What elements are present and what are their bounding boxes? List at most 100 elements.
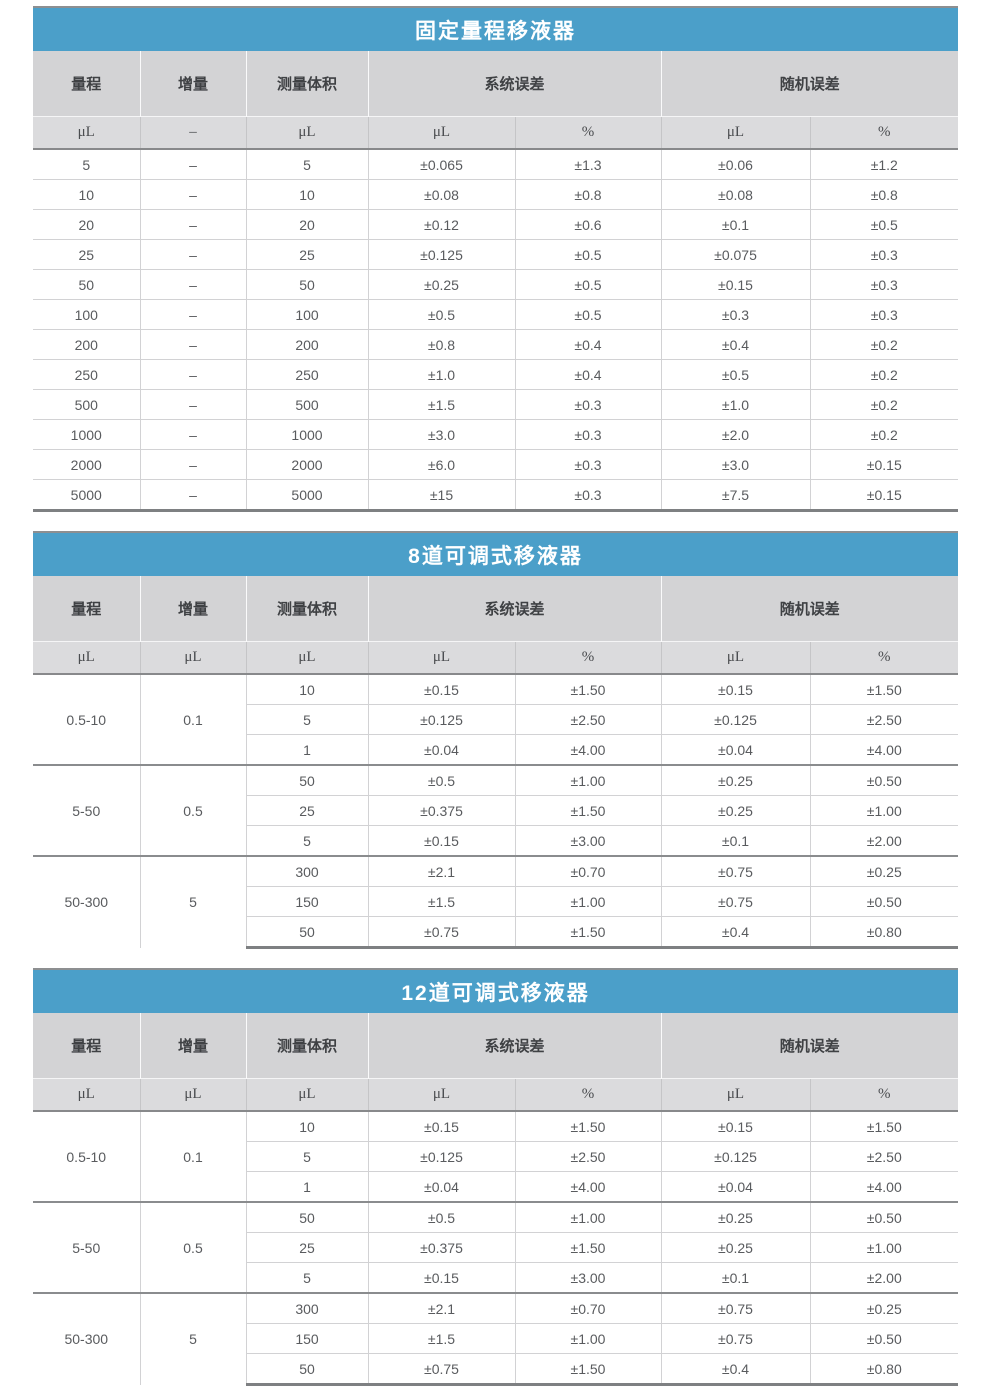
cell: ±0.125 xyxy=(367,1141,515,1172)
table-title-bar: 固定量程移液器 xyxy=(33,6,959,51)
cell: ±0.25 xyxy=(660,1232,810,1263)
cell: ±0.25 xyxy=(809,1292,959,1324)
cell: ±0.5 xyxy=(514,239,661,270)
cell: ±1.0 xyxy=(367,359,515,390)
cell: ±4.00 xyxy=(514,1171,661,1202)
cell: ±0.15 xyxy=(367,1262,515,1293)
cell: ±0.80 xyxy=(809,916,959,949)
cell: ±6.0 xyxy=(367,449,515,480)
cell: 200 xyxy=(245,329,368,360)
cell: ±1.00 xyxy=(809,795,959,826)
cell: ±0.50 xyxy=(809,1323,959,1354)
cell: ±0.70 xyxy=(514,855,661,887)
table-row: 10–10 ±0.08 ±0.8 ±0.08 ±0.8 xyxy=(33,179,959,210)
cell: ±0.4 xyxy=(660,1353,810,1386)
unit-label: μL xyxy=(660,116,810,150)
range-cell: 0.5-10 xyxy=(33,1110,140,1202)
cell: 25 xyxy=(245,1232,368,1263)
cell: ±1.00 xyxy=(514,1323,661,1354)
cell: ±7.5 xyxy=(660,479,810,512)
cell: ±0.3 xyxy=(514,389,661,420)
cell: 20 xyxy=(33,209,140,240)
cell: ±0.75 xyxy=(660,855,810,887)
cell: 500 xyxy=(33,389,140,420)
unit-label: μL xyxy=(660,641,810,675)
cell: 100 xyxy=(245,299,368,330)
unit-label: μL xyxy=(367,641,515,675)
table-row: 5000–5000 ±15 ±0.3 ±7.5 ±0.15 xyxy=(33,479,959,512)
cell: ±0.1 xyxy=(660,1262,810,1293)
cell: 50 xyxy=(245,1201,368,1233)
cell: ±1.50 xyxy=(514,1353,661,1386)
cell: ±3.00 xyxy=(514,825,661,856)
table-row: 0.5-10 0.1 10 ±0.15 ±1.50 ±0.15 ±1.50 xyxy=(33,1110,959,1202)
unit-label: μL xyxy=(245,116,368,150)
column-header-systematic-error: 系统误差 xyxy=(367,576,661,642)
cell: ±0.04 xyxy=(367,1171,515,1202)
table-header-row: 量程 增量 测量体积 系统误差 随机误差 xyxy=(33,576,959,642)
cell: 200 xyxy=(33,329,140,360)
units-row: μL μL μL μL % μL % xyxy=(33,1078,959,1112)
cell: ±0.2 xyxy=(809,329,959,360)
table-row: 5 ±0.125 ±2.50 ±0.125 ±2.50 xyxy=(33,704,959,735)
cell: 1000 xyxy=(245,419,368,450)
cell: 10 xyxy=(33,179,140,210)
table-row: 25 ±0.375 ±1.50 ±0.25 ±1.00 xyxy=(33,795,959,826)
cell: ±0.75 xyxy=(660,886,810,917)
unit-label: % xyxy=(809,116,959,150)
table-row: 2000–2000 ±6.0 ±0.3 ±3.0 ±0.15 xyxy=(33,449,959,480)
eight-channel-pipette-table: 8道可调式移液器 量程 增量 测量体积 系统误差 随机误差 μL μL μL μ… xyxy=(33,531,959,949)
table-row: 5 ±0.15 ±3.00 ±0.1 ±2.00 xyxy=(33,1262,959,1293)
cell: 50 xyxy=(245,764,368,796)
cell: ±0.4 xyxy=(660,916,810,949)
cell: ±0.70 xyxy=(514,1292,661,1324)
cell: ±0.75 xyxy=(660,1323,810,1354)
cell: ±0.125 xyxy=(660,704,810,735)
cell: ±3.0 xyxy=(367,419,515,450)
cell: ±0.4 xyxy=(514,329,661,360)
cell: ±1.5 xyxy=(367,1323,515,1354)
increment-cell: 5 xyxy=(139,855,246,948)
cell: ±0.125 xyxy=(660,1141,810,1172)
cell: ±1.50 xyxy=(809,673,959,705)
table-row: 200–200 ±0.8 ±0.4 ±0.4 ±0.2 xyxy=(33,329,959,360)
unit-label: % xyxy=(809,641,959,675)
unit-label: μL xyxy=(33,1078,140,1112)
cell: 10 xyxy=(245,179,368,210)
cell: ±0.6 xyxy=(514,209,661,240)
cell: – xyxy=(139,179,246,210)
table-row: 5-50 0.5 50 ±0.5 ±1.00 ±0.25 ±0.50 xyxy=(33,764,959,856)
cell: ±3.0 xyxy=(660,449,810,480)
table-title: 12道可调式移液器 xyxy=(33,968,959,1013)
cell: ±0.15 xyxy=(660,1110,810,1142)
cell: 250 xyxy=(33,359,140,390)
cell: ±0.08 xyxy=(367,179,515,210)
cell: ±0.04 xyxy=(660,734,810,765)
column-header-increment: 增量 xyxy=(139,576,246,642)
table-row: 50 ±0.75 ±1.50 ±0.4 ±0.80 xyxy=(33,916,959,949)
range-cell: 5-50 xyxy=(33,1201,140,1293)
table-row: 5-50 0.5 50 ±0.5 ±1.00 ±0.25 ±0.50 xyxy=(33,1201,959,1293)
cell: 50 xyxy=(245,916,368,949)
cell: ±0.3 xyxy=(514,479,661,512)
cell: ±0.04 xyxy=(660,1171,810,1202)
cell: ±0.04 xyxy=(367,734,515,765)
cell: ±1.50 xyxy=(514,673,661,705)
cell: ±0.4 xyxy=(514,359,661,390)
cell: ±0.1 xyxy=(660,825,810,856)
cell: ±0.50 xyxy=(809,1201,959,1233)
table-row: 50–50 ±0.25 ±0.5 ±0.15 ±0.3 xyxy=(33,269,959,300)
cell: ±1.50 xyxy=(514,916,661,949)
cell: ±0.5 xyxy=(367,1201,515,1233)
cell: ±0.125 xyxy=(367,704,515,735)
cell: – xyxy=(139,148,246,180)
cell: ±0.3 xyxy=(809,269,959,300)
unit-label: – xyxy=(139,116,246,150)
cell: ±0.4 xyxy=(660,329,810,360)
cell: ±2.00 xyxy=(809,1262,959,1293)
cell: ±0.5 xyxy=(660,359,810,390)
column-header-range: 量程 xyxy=(33,1013,140,1079)
increment-cell: 0.1 xyxy=(139,673,246,765)
cell: – xyxy=(139,299,246,330)
table-row: 20–20 ±0.12 ±0.6 ±0.1 ±0.5 xyxy=(33,209,959,240)
